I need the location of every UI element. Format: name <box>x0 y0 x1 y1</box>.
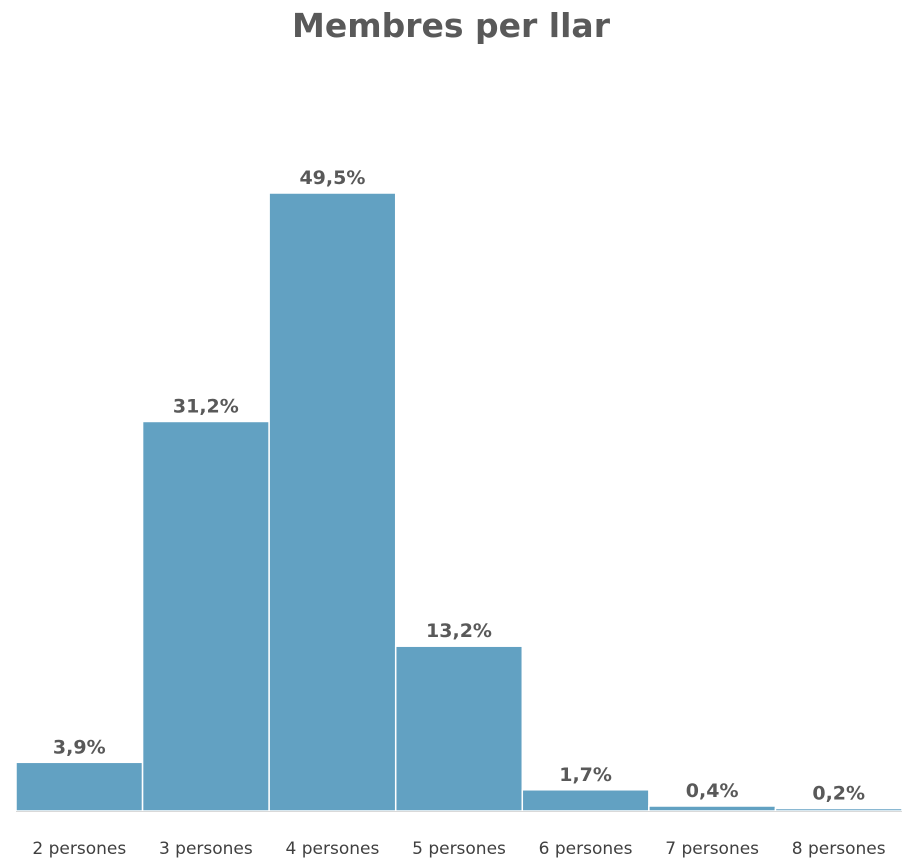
data-label: 13,2% <box>426 620 492 642</box>
x-tick-label: 7 persones <box>665 839 759 858</box>
data-label: 1,7% <box>559 764 612 786</box>
bar-7-persones <box>648 805 777 812</box>
data-label: 0,4% <box>686 780 739 802</box>
x-tick-label: 8 persones <box>792 839 886 858</box>
x-tick-label: 6 persones <box>539 839 633 858</box>
x-tick-label: 4 persones <box>286 839 380 858</box>
data-label: 0,2% <box>812 783 865 805</box>
chart-title: Membres per llar <box>292 6 610 45</box>
data-labels-layer: 3,9% 31,2% 49,5% 13,2% 1,7% 0,4% 0,2% <box>53 167 865 805</box>
bar-4-persones <box>268 192 397 812</box>
data-label: 31,2% <box>173 395 239 417</box>
bar-3-persones <box>141 420 270 812</box>
bar-5-persones <box>394 645 524 812</box>
x-tick-label: 3 persones <box>159 839 253 858</box>
data-label: 49,5% <box>299 167 365 189</box>
bar-6-persones <box>521 789 650 812</box>
x-tick-label: 5 persones <box>412 839 506 858</box>
bar-2-persones <box>15 761 144 812</box>
data-label: 3,9% <box>53 736 106 758</box>
bar-8-persones <box>774 807 902 812</box>
bars-layer <box>15 192 902 812</box>
x-tick-labels-layer: 2 persones 3 persones 4 persones 5 persones… <box>32 839 885 858</box>
x-tick-label: 2 persones <box>32 839 126 858</box>
